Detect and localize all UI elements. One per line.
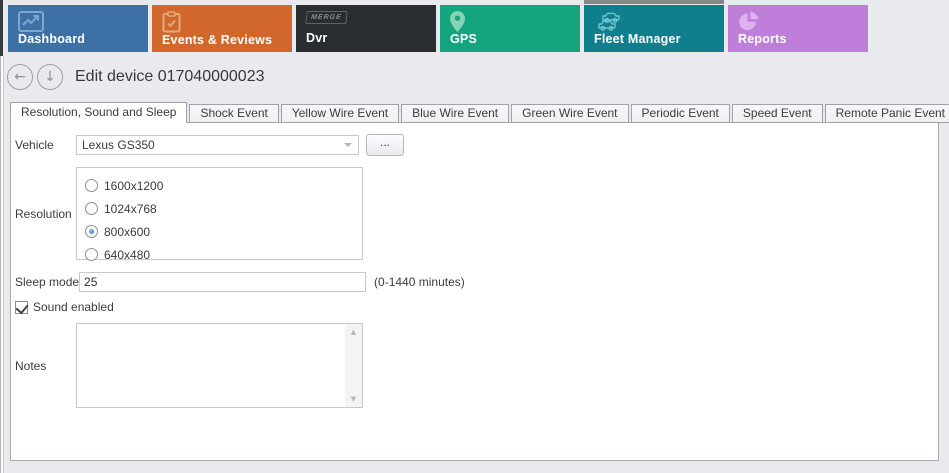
radio-1024x768[interactable] xyxy=(85,202,98,215)
page-title: Edit device 017040000023 xyxy=(75,68,265,85)
sound-enabled-option[interactable]: Sound enabled xyxy=(15,300,114,314)
radio-option-1024x768[interactable]: 1024x768 xyxy=(85,198,362,219)
tab-yellow-wire-event[interactable]: Yellow Wire Event xyxy=(280,104,400,123)
scroll-up-icon[interactable]: ▲ xyxy=(350,328,357,336)
tab-periodic-event[interactable]: Periodic Event xyxy=(630,104,730,123)
vehicle-row: Vehicle Lexus GS350 ... xyxy=(15,134,934,156)
down-button[interactable]: ↓ xyxy=(37,64,63,90)
radio-800x600[interactable] xyxy=(85,225,98,238)
sleep-mode-label: Sleep mode xyxy=(15,275,80,289)
tab-speed-event[interactable]: Speed Event xyxy=(731,104,823,123)
radio-1600x1200[interactable] xyxy=(85,179,98,192)
scrollbar-track[interactable] xyxy=(345,340,362,391)
nav-tile-dvr[interactable]: MERGE Dvr xyxy=(296,5,436,52)
pie-chart-icon xyxy=(738,11,858,32)
nav-tile-bar: Dashboard Events & Reviews MERGE Dvr GPS xyxy=(8,0,868,52)
radio-640x480[interactable] xyxy=(85,248,98,261)
sleep-mode-input[interactable] xyxy=(79,272,367,292)
nav-tile-events-reviews[interactable]: Events & Reviews xyxy=(152,5,292,52)
sound-enabled-checkbox[interactable] xyxy=(15,300,28,314)
notes-input[interactable] xyxy=(77,324,345,407)
scroll-down-icon[interactable]: ▼ xyxy=(350,395,357,403)
chevron-down-icon xyxy=(344,143,352,147)
notes-label: Notes xyxy=(15,358,47,373)
tab-shock-event[interactable]: Shock Event xyxy=(189,104,279,123)
nav-tile-gps[interactable]: GPS xyxy=(440,5,580,52)
line-chart-icon xyxy=(18,11,138,32)
back-button[interactable]: ← xyxy=(7,64,33,90)
nav-tile-label: Fleet Manager xyxy=(594,32,681,46)
map-pin-icon xyxy=(450,11,570,32)
cars-icon xyxy=(594,11,714,32)
nav-tile-fleet-manager[interactable]: Fleet Manager xyxy=(584,0,724,52)
nav-tile-label: Reports xyxy=(738,32,787,46)
nav-tile-reports[interactable]: Reports xyxy=(728,5,868,52)
vehicle-browse-button[interactable]: ... xyxy=(366,134,404,156)
window-edge-bottom xyxy=(0,56,4,473)
nav-tile-label: Events & Reviews xyxy=(162,33,273,47)
resolution-options-box: 1600x1200 1024x768 800x600 640x480 xyxy=(76,167,363,262)
notes-row: Notes ▲ ▼ xyxy=(15,323,934,408)
arrow-down-icon: ↓ xyxy=(44,69,56,85)
nav-tile-label: Dashboard xyxy=(18,32,86,46)
vehicle-label: Vehicle xyxy=(15,138,54,152)
toolbar: ← ↓ Edit device 017040000023 xyxy=(7,64,265,90)
resolution-label: Resolution xyxy=(15,206,72,221)
vehicle-dropdown-value: Lexus GS350 xyxy=(82,138,155,152)
tab-resolution-sound-sleep[interactable]: Resolution, Sound and Sleep xyxy=(10,102,188,123)
radio-option-640x480[interactable]: 640x480 xyxy=(85,244,362,265)
tab-strip: Resolution, Sound and Sleep Shock Event … xyxy=(10,102,949,123)
nav-tile-dashboard[interactable]: Dashboard xyxy=(8,5,148,52)
radio-option-1600x1200[interactable]: 1600x1200 xyxy=(85,175,362,196)
tab-green-wire-event[interactable]: Green Wire Event xyxy=(511,104,629,123)
radio-option-800x600[interactable]: 800x600 xyxy=(85,221,362,242)
notes-scrollbar[interactable]: ▲ ▼ xyxy=(345,324,362,407)
tab-panel: Vehicle Lexus GS350 ... Resolution 1600x… xyxy=(10,122,939,461)
window-edge-top xyxy=(0,0,3,56)
merge-logo-icon: MERGE xyxy=(305,11,426,31)
resolution-row: Resolution 1600x1200 1024x768 800x600 64… xyxy=(15,167,934,262)
sleep-mode-hint: (0-1440 minutes) xyxy=(374,275,465,289)
sound-enabled-row: Sound enabled xyxy=(15,300,934,314)
tab-remote-panic-event[interactable]: Remote Panic Event xyxy=(824,104,949,123)
nav-tile-label: Dvr xyxy=(306,31,328,45)
nav-tile-label: GPS xyxy=(450,32,477,46)
arrow-left-icon: ← xyxy=(14,69,26,85)
clipboard-check-icon xyxy=(162,11,282,33)
tab-blue-wire-event[interactable]: Blue Wire Event xyxy=(401,104,510,123)
vehicle-dropdown[interactable]: Lexus GS350 xyxy=(76,135,359,155)
notes-field: ▲ ▼ xyxy=(76,323,363,408)
sleep-mode-row: Sleep mode (0-1440 minutes) xyxy=(15,272,934,292)
